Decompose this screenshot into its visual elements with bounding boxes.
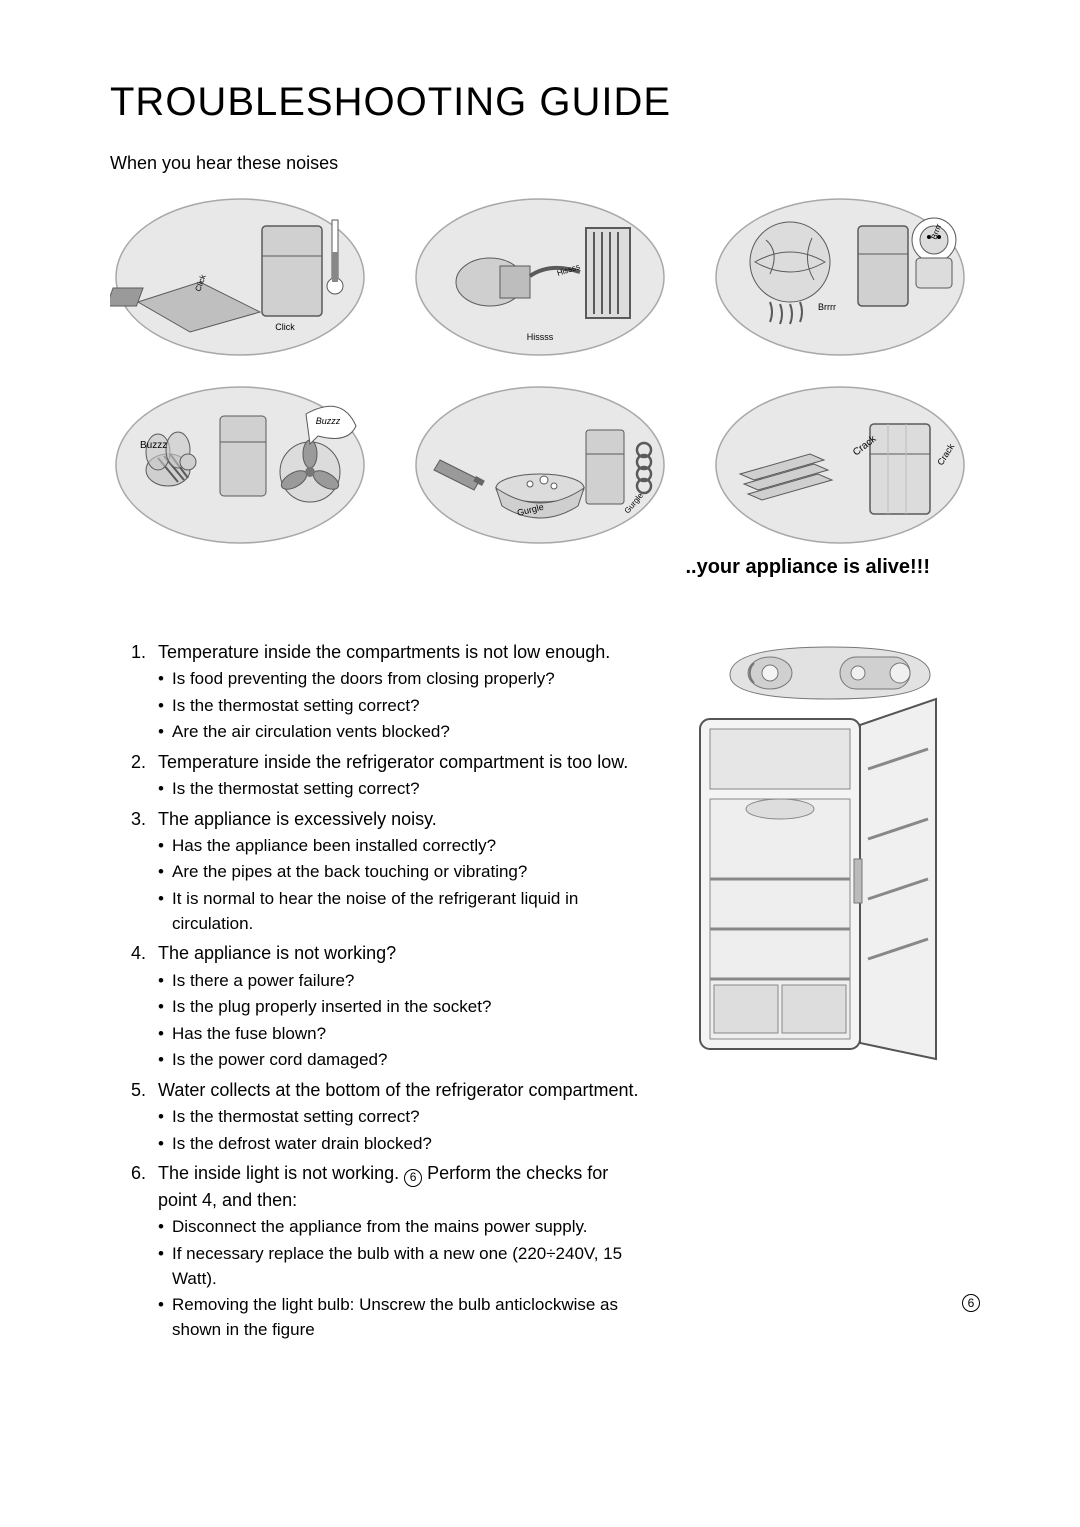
noise-buzzz: Buzzz Buzzz: [110, 380, 370, 550]
check-item: If necessary replace the bulb with a new…: [158, 1242, 640, 1291]
check-item: Is the thermostat setting correct?: [158, 694, 640, 719]
issue-4-title: The appliance is not working?: [158, 940, 640, 966]
check-item: Has the fuse blown?: [158, 1022, 640, 1047]
noise-buzzz-icon: Buzzz Buzzz: [110, 380, 370, 550]
issue-5: Water collects at the bottom of the refr…: [110, 1077, 640, 1156]
check-item: Is food preventing the doors from closin…: [158, 667, 640, 692]
appliance-alive-text: ..your appliance is alive!!!: [110, 556, 970, 579]
issue-3-title: The appliance is excessively noisy.: [158, 806, 640, 832]
issue-1-title: Temperature inside the compartments is n…: [158, 639, 640, 665]
issue-2-title: Temperature inside the refrigerator comp…: [158, 749, 640, 775]
check-item: Are the pipes at the back touching or vi…: [158, 860, 640, 885]
noise-brrrr: Brrrr Brrrr: [710, 192, 970, 362]
issue-6: The inside light is not working. 6 Perfo…: [110, 1160, 640, 1342]
check-item: It is normal to hear the noise of the re…: [158, 887, 640, 936]
noise-crack: Crack Crack: [710, 380, 970, 550]
check-item: Is the thermostat setting correct?: [158, 1105, 640, 1130]
noise-click-icon: Click Click: [110, 192, 370, 362]
issue-4: The appliance is not working? Is there a…: [110, 940, 640, 1073]
page-title: TROUBLESHOOTING GUIDE: [110, 80, 970, 125]
check-item: Removing the light bulb: Unscrew the bul…: [158, 1293, 640, 1342]
svg-text:Brrrr: Brrrr: [818, 302, 836, 312]
fridge-illustration: 6: [670, 639, 970, 1346]
noises-subtitle: When you hear these noises: [110, 153, 970, 174]
noise-gurgle-icon: Gurgle Gurgle: [410, 380, 670, 550]
check-item: Are the air circulation vents blocked?: [158, 720, 640, 745]
issue-6-pre: The inside light is not working.: [158, 1163, 404, 1183]
noise-hissss-icon: Hissss Hissss: [410, 192, 670, 362]
svg-text:Hissss: Hissss: [527, 332, 554, 342]
issue-6-title: The inside light is not working. 6 Perfo…: [158, 1160, 640, 1213]
check-item: Disconnect the appliance from the mains …: [158, 1215, 640, 1240]
check-item: Is there a power failure?: [158, 969, 640, 994]
issue-5-title: Water collects at the bottom of the refr…: [158, 1077, 640, 1103]
noise-grid: Click Click Hissss Hissss: [110, 192, 970, 550]
svg-text:Click: Click: [275, 322, 295, 332]
noise-crack-icon: Crack Crack: [710, 380, 970, 550]
noise-brrrr-icon: Brrrr Brrrr: [710, 192, 970, 362]
issue-3: The appliance is excessively noisy. Has …: [110, 806, 640, 937]
check-item: Is the power cord damaged?: [158, 1048, 640, 1073]
svg-text:Buzzz: Buzzz: [316, 416, 341, 426]
check-item: Is the plug properly inserted in the soc…: [158, 995, 640, 1020]
issue-6-badge: 6: [404, 1169, 422, 1187]
troubleshoot-list: Temperature inside the compartments is n…: [110, 639, 640, 1346]
noise-click: Click Click: [110, 192, 370, 362]
content-row: Temperature inside the compartments is n…: [110, 639, 970, 1346]
fridge-badge-6: 6: [962, 1294, 980, 1312]
fridge-icon: [670, 639, 970, 1079]
check-item: Has the appliance been installed correct…: [158, 834, 640, 859]
check-item: Is the thermostat setting correct?: [158, 777, 640, 802]
issue-2: Temperature inside the refrigerator comp…: [110, 749, 640, 802]
noise-gurgle: Gurgle Gurgle: [410, 380, 670, 550]
issue-1: Temperature inside the compartments is n…: [110, 639, 640, 745]
noise-hissss: Hissss Hissss: [410, 192, 670, 362]
check-item: Is the defrost water drain blocked?: [158, 1132, 640, 1157]
svg-text:Buzzz: Buzzz: [140, 440, 167, 451]
